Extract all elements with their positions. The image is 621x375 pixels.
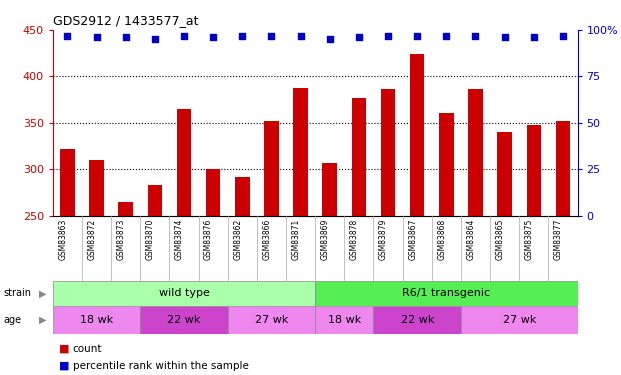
Text: GSM83866: GSM83866 [263,219,271,260]
Text: ■: ■ [59,361,70,370]
Point [62,33,72,39]
Point [179,33,189,39]
Bar [89,160,104,375]
Bar [381,89,396,375]
Bar [439,112,453,375]
Bar [264,121,279,375]
Bar [177,109,191,375]
Point [354,34,364,40]
Bar [322,163,337,375]
Text: ▶: ▶ [39,288,47,298]
Bar [468,89,483,375]
Point [150,36,160,42]
Text: GSM83870: GSM83870 [146,219,155,260]
Text: GSM83874: GSM83874 [175,219,184,260]
Text: GSM83878: GSM83878 [350,219,359,260]
Text: strain: strain [3,288,31,298]
Text: GSM83865: GSM83865 [496,219,505,260]
Text: GSM83862: GSM83862 [233,219,242,260]
FancyBboxPatch shape [53,306,140,334]
FancyBboxPatch shape [228,306,315,334]
Point [325,36,335,42]
Text: GSM83875: GSM83875 [525,219,534,260]
Text: GSM83873: GSM83873 [117,219,125,260]
Text: GSM83872: GSM83872 [88,219,96,260]
Text: GSM83869: GSM83869 [320,219,330,260]
Text: GSM83864: GSM83864 [466,219,476,260]
Text: GSM83863: GSM83863 [58,219,67,260]
FancyBboxPatch shape [315,306,373,334]
Point [383,33,393,39]
Text: count: count [73,344,102,354]
FancyBboxPatch shape [373,306,461,334]
Text: GSM83876: GSM83876 [204,219,213,260]
Point [296,33,306,39]
Text: 22 wk: 22 wk [167,315,201,325]
Bar [556,121,570,375]
Text: GSM83871: GSM83871 [292,219,301,260]
Text: 18 wk: 18 wk [80,315,113,325]
Point [237,33,247,39]
Text: wild type: wild type [158,288,209,298]
Bar [527,124,541,375]
Bar [235,177,250,375]
Text: 22 wk: 22 wk [401,315,434,325]
Bar [148,185,162,375]
Text: GSM83879: GSM83879 [379,219,388,260]
Bar [60,149,75,375]
FancyBboxPatch shape [315,281,578,306]
Text: GSM83868: GSM83868 [437,219,446,260]
FancyBboxPatch shape [140,306,228,334]
Text: 27 wk: 27 wk [502,315,536,325]
Text: ■: ■ [59,344,70,354]
Point [120,34,130,40]
Point [412,33,422,39]
Bar [351,98,366,375]
Text: GSM83877: GSM83877 [554,219,563,260]
Text: ▶: ▶ [39,315,47,325]
Bar [497,132,512,375]
Bar [206,169,220,375]
Text: age: age [3,315,21,325]
Text: 27 wk: 27 wk [255,315,288,325]
Point [208,34,218,40]
Point [442,33,451,39]
Point [558,33,568,39]
Point [529,34,539,40]
FancyBboxPatch shape [461,306,578,334]
Text: GSM83867: GSM83867 [408,219,417,260]
Text: percentile rank within the sample: percentile rank within the sample [73,361,248,370]
Bar [119,202,133,375]
Point [471,33,481,39]
Text: GDS2912 / 1433577_at: GDS2912 / 1433577_at [53,15,198,27]
Point [91,34,101,40]
Text: R6/1 transgenic: R6/1 transgenic [402,288,491,298]
Point [266,33,276,39]
FancyBboxPatch shape [53,281,315,306]
Bar [410,54,425,375]
Text: 18 wk: 18 wk [328,315,361,325]
Point [500,34,510,40]
Bar [293,87,308,375]
